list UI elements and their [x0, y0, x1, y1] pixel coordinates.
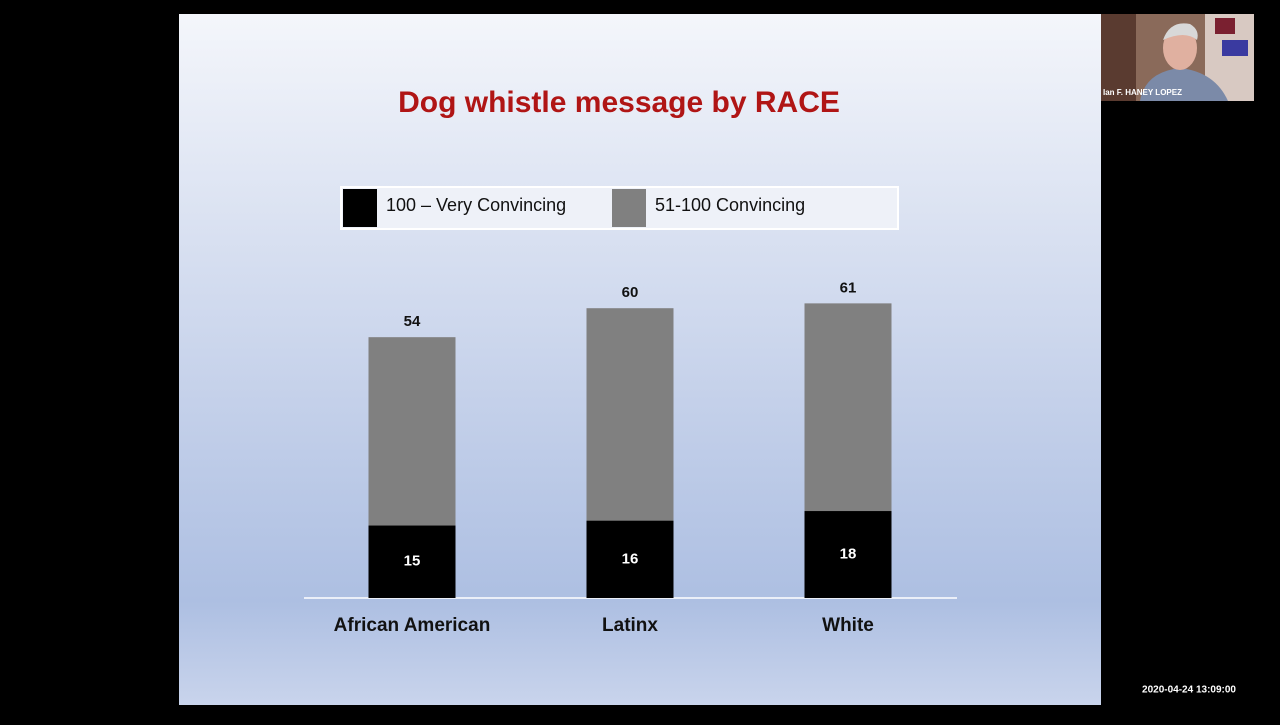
value-label: 18: [840, 545, 857, 562]
x-tick-label: Latinx: [602, 615, 658, 636]
value-label: 16: [622, 550, 639, 567]
legend-swatch: [612, 189, 646, 227]
value-label: 15: [404, 553, 421, 570]
chart-title: Dog whistle message by RACE: [398, 86, 840, 119]
legend-label: 51-100 Convincing: [655, 195, 805, 215]
timestamp: 2020-04-24 13:09:00: [1142, 685, 1236, 696]
bar: [368, 525, 456, 598]
value-label: 60: [622, 284, 639, 301]
legend-swatch: [343, 189, 377, 227]
legend-label: 100 – Very Convincing: [386, 195, 566, 215]
bar: [804, 511, 892, 598]
video-tile: Ian F. HANEY LOPEZ: [1101, 14, 1254, 101]
bar: [586, 520, 674, 598]
value-label: 54: [404, 313, 421, 330]
x-tick-label: White: [822, 615, 874, 636]
participant-name: Ian F. HANEY LOPEZ: [1103, 88, 1182, 97]
x-tick-label: African American: [334, 615, 491, 636]
value-label: 61: [840, 279, 857, 296]
